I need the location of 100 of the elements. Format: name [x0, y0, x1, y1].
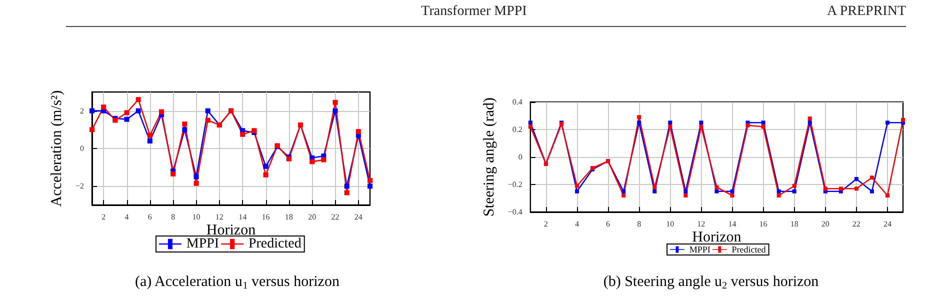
point: [240, 132, 246, 137]
point: [684, 189, 688, 194]
point: [368, 184, 372, 189]
x-tick-label: 4: [574, 220, 579, 228]
point: [854, 186, 858, 191]
point: [147, 138, 152, 144]
point: [344, 190, 350, 196]
point: [332, 100, 338, 105]
point: [182, 122, 188, 127]
point: [205, 108, 210, 114]
point: [637, 120, 642, 125]
x-tick-label: 16: [262, 212, 270, 222]
point: [368, 178, 372, 184]
point: [356, 129, 361, 134]
y-tick-label: 0.4: [512, 98, 522, 106]
point: [761, 120, 766, 125]
x-tick-label: 18: [790, 220, 798, 228]
point: [321, 157, 326, 162]
x-tick-label: 8: [171, 212, 176, 222]
point: [147, 132, 152, 138]
x-tick-label: 20: [821, 220, 830, 228]
x-tick-label: 24: [354, 212, 362, 222]
y-axis-title: Acceleration (m/s²): [49, 90, 66, 207]
y-tick-label: −0.2: [508, 180, 522, 189]
y-tick-label: 2: [80, 106, 84, 116]
point: [194, 174, 199, 180]
point: [668, 124, 672, 129]
x-tick-label: 12: [215, 212, 224, 222]
x-tick-label: 24: [883, 220, 892, 228]
point: [124, 110, 130, 116]
point: [870, 176, 874, 180]
point: [90, 108, 94, 114]
point: [124, 116, 130, 122]
y-tick-label: 0: [518, 152, 522, 162]
x-tick-label: 18: [284, 212, 293, 222]
point: [838, 186, 843, 191]
point: [668, 120, 672, 125]
x-tick-label: 14: [728, 220, 736, 228]
point: [746, 123, 750, 128]
point: [263, 172, 268, 178]
point: [652, 189, 657, 194]
point: [574, 189, 579, 194]
point: [776, 189, 781, 194]
point: [699, 120, 704, 125]
point: [159, 109, 164, 114]
x-tick-label: 4: [124, 212, 129, 222]
point: [528, 120, 532, 125]
y-tick-label: −0.4: [508, 208, 522, 216]
x-tick-label: 8: [637, 220, 642, 228]
point: [761, 124, 766, 129]
y-tick-label: 0.2: [512, 125, 522, 134]
point: [792, 189, 796, 194]
point: [344, 184, 350, 189]
point: [205, 118, 210, 123]
legend-label: MPPI: [186, 236, 220, 252]
point: [885, 194, 890, 198]
point: [808, 116, 812, 120]
point: [90, 127, 94, 132]
y-axis-title: Steering angle (rad): [482, 97, 498, 217]
point: [699, 124, 704, 129]
point: [823, 186, 828, 191]
x-tick-label: 10: [666, 220, 674, 228]
point: [574, 184, 579, 188]
point: [808, 120, 812, 125]
x-tick-label: 16: [759, 220, 768, 228]
x-tick-label: 20: [308, 212, 316, 222]
x-tick-label: 6: [148, 212, 152, 222]
point: [170, 171, 176, 176]
point: [652, 185, 657, 190]
legend-label: Predicted: [248, 236, 302, 252]
point: [792, 184, 796, 188]
point: [730, 189, 734, 194]
x-tick-label: 12: [697, 220, 706, 228]
point: [622, 194, 626, 198]
point: [528, 124, 532, 129]
point: [684, 194, 688, 198]
x-axis-title: Horizon: [692, 230, 742, 246]
point: [101, 104, 106, 110]
x-axis-title: Horizon: [206, 222, 256, 238]
point: [622, 189, 626, 194]
point: [714, 189, 719, 194]
point: [776, 194, 781, 198]
point: [730, 194, 734, 198]
point: [332, 108, 338, 114]
x-tick-label: 22: [852, 220, 860, 228]
text: Transformer MPPI: [421, 4, 527, 20]
point: [901, 118, 905, 122]
point: [182, 127, 188, 132]
legend-label: Predicted: [732, 244, 766, 254]
x-tick-label: 6: [606, 220, 610, 228]
point: [136, 97, 141, 102]
point: [263, 164, 268, 169]
y-tick-label: −2: [75, 182, 84, 191]
point: [885, 120, 890, 125]
point: [194, 180, 199, 186]
x-tick-label: 2: [544, 220, 548, 228]
y-tick-label: 0: [80, 144, 84, 153]
point: [637, 115, 642, 120]
text: A PREPRINT: [827, 4, 906, 20]
point: [136, 108, 141, 114]
